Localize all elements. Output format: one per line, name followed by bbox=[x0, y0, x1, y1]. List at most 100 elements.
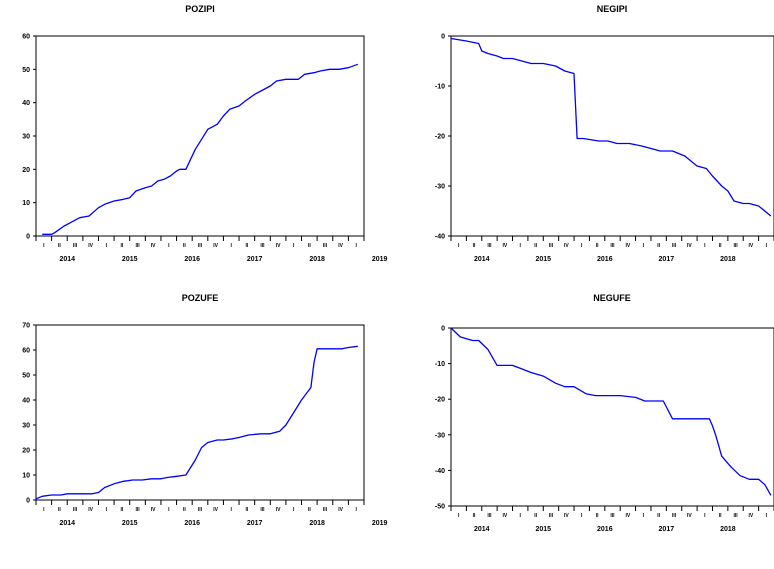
year-label: 2017 bbox=[659, 256, 675, 263]
year-label: 2015 bbox=[535, 256, 551, 263]
quarter-label: I bbox=[106, 243, 108, 249]
quarter-label: III bbox=[672, 243, 677, 249]
quarter-label: III bbox=[487, 513, 492, 519]
quarter-label: II bbox=[308, 507, 311, 513]
quarter-label: III bbox=[549, 513, 554, 519]
quarter-label: II bbox=[183, 507, 186, 513]
chart-title: POZIPI bbox=[185, 4, 215, 14]
quarter-label: IV bbox=[338, 243, 343, 249]
quarter-label: II bbox=[245, 507, 248, 513]
y-tick-label: 40 bbox=[22, 100, 30, 107]
quarter-label: II bbox=[719, 243, 722, 249]
year-label: 2015 bbox=[122, 520, 138, 527]
quarter-label: IV bbox=[151, 243, 156, 249]
chart-title: NEGUFE bbox=[593, 293, 631, 303]
quarter-label: I bbox=[293, 507, 295, 513]
quarter-label: III bbox=[198, 507, 203, 513]
year-label: 2015 bbox=[535, 526, 551, 533]
quarter-label: III bbox=[610, 513, 615, 519]
year-label: 2018 bbox=[720, 526, 736, 533]
quarter-label: III bbox=[260, 507, 265, 513]
quarter-label: IV bbox=[749, 513, 754, 519]
quarter-label: IV bbox=[338, 507, 343, 513]
plot-frame bbox=[451, 328, 774, 506]
quarter-label: II bbox=[308, 243, 311, 249]
quarter-label: I bbox=[704, 513, 706, 519]
quarter-label: II bbox=[596, 243, 599, 249]
quarter-label: III bbox=[198, 243, 203, 249]
quarter-label: I bbox=[766, 243, 768, 249]
y-tick-label: -40 bbox=[435, 468, 445, 475]
quarter-label: IV bbox=[564, 513, 569, 519]
year-label: 2014 bbox=[59, 256, 75, 263]
year-label: 2016 bbox=[597, 526, 613, 533]
series-line-0 bbox=[42, 64, 358, 234]
y-tick-label: 0 bbox=[441, 326, 445, 333]
y-tick-label: -10 bbox=[435, 361, 445, 368]
quarter-label: II bbox=[58, 243, 61, 249]
plot-frame bbox=[451, 36, 774, 236]
y-tick-label: 10 bbox=[22, 473, 30, 480]
y-tick-label: 50 bbox=[22, 373, 30, 380]
plot-frame bbox=[36, 36, 364, 236]
chart-title: POZUFE bbox=[182, 293, 219, 303]
quarter-label: IV bbox=[502, 243, 507, 249]
quarter-label: IV bbox=[626, 513, 631, 519]
quarter-label: IV bbox=[749, 243, 754, 249]
quarter-label: IV bbox=[276, 507, 281, 513]
year-label: 2018 bbox=[720, 256, 736, 263]
quarter-label: III bbox=[135, 507, 140, 513]
year-label: 2016 bbox=[184, 256, 200, 263]
quarter-label: IV bbox=[213, 243, 218, 249]
quarter-label: IV bbox=[213, 507, 218, 513]
quarter-label: IV bbox=[687, 243, 692, 249]
plot-frame bbox=[36, 325, 364, 500]
quarter-label: I bbox=[355, 243, 357, 249]
y-tick-label: 60 bbox=[22, 348, 30, 355]
quarter-label: I bbox=[643, 513, 645, 519]
quarter-label: II bbox=[58, 507, 61, 513]
y-tick-label: -30 bbox=[435, 184, 445, 191]
quarter-label: I bbox=[355, 507, 357, 513]
quarter-label: I bbox=[581, 243, 583, 249]
quarter-label: I bbox=[458, 243, 460, 249]
quarter-label: I bbox=[704, 243, 706, 249]
quarter-label: IV bbox=[626, 243, 631, 249]
quarter-label: I bbox=[520, 243, 522, 249]
y-tick-label: -50 bbox=[435, 504, 445, 511]
year-label: 2017 bbox=[659, 526, 675, 533]
quarter-label: IV bbox=[88, 507, 93, 513]
series-line-0 bbox=[451, 328, 771, 495]
quarter-label: II bbox=[534, 513, 537, 519]
y-tick-label: -40 bbox=[435, 234, 445, 241]
year-label: 2018 bbox=[309, 520, 325, 527]
quarter-label: II bbox=[657, 243, 660, 249]
y-tick-label: -20 bbox=[435, 134, 445, 141]
year-label: 2015 bbox=[122, 256, 138, 263]
quarter-label: III bbox=[549, 243, 554, 249]
y-tick-label: 30 bbox=[22, 423, 30, 430]
year-label: 2019 bbox=[372, 520, 388, 527]
quarter-label: I bbox=[520, 513, 522, 519]
quarter-label: III bbox=[323, 243, 328, 249]
y-tick-label: 10 bbox=[22, 200, 30, 207]
quarter-label: II bbox=[121, 243, 124, 249]
quarter-label: I bbox=[43, 243, 45, 249]
y-tick-label: -10 bbox=[435, 84, 445, 91]
quarter-label: II bbox=[657, 513, 660, 519]
y-tick-label: -20 bbox=[435, 397, 445, 404]
y-tick-label: 20 bbox=[22, 448, 30, 455]
quarter-label: III bbox=[610, 243, 615, 249]
quarter-label: II bbox=[534, 243, 537, 249]
y-tick-label: 50 bbox=[22, 67, 30, 74]
quarter-label: II bbox=[719, 513, 722, 519]
quarter-label: I bbox=[43, 507, 45, 513]
quarter-label: II bbox=[183, 243, 186, 249]
quarter-label: II bbox=[121, 507, 124, 513]
y-tick-label: 0 bbox=[441, 34, 445, 41]
